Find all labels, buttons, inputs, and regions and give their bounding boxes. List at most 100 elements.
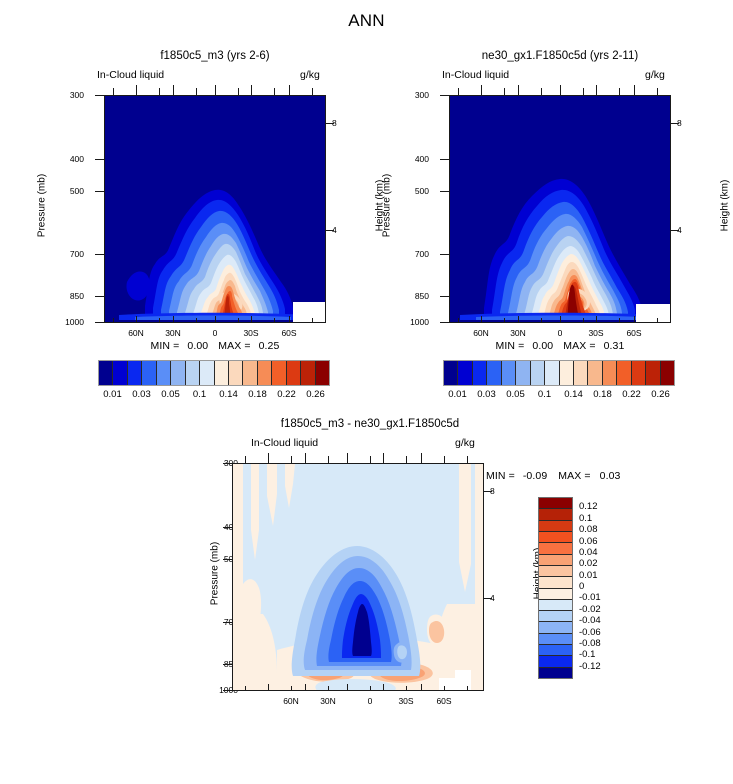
- colorbar-cell-1: [113, 361, 128, 385]
- diff-colorbar-tick-label-14: -0.12: [579, 660, 601, 672]
- xtick-mark-top: [596, 85, 598, 95]
- colorbar-labels-difference: 0.12 0.1 0.08 0.06 0.04 0.02 0.01 0 -0.01 -0.02 -0…: [573, 497, 633, 679]
- colorbar-tick-label-5: 0.18: [593, 389, 612, 400]
- colorbar-cell-12: [272, 361, 287, 385]
- panel-ylabel-obs: Pressure (mb): [381, 173, 393, 238]
- min-label-model: MIN =: [150, 340, 180, 352]
- colorbar-cell-7: [545, 361, 560, 385]
- colorbar-cell-2: [472, 361, 488, 385]
- xtick-mark-top: [444, 456, 446, 463]
- max-label-model: MAX =: [218, 340, 251, 352]
- ytick-mark: [440, 322, 449, 324]
- ytick-mark: [223, 463, 232, 465]
- xtick-mark: [113, 318, 115, 323]
- colorbar-cell-6: [530, 361, 546, 385]
- y2tick-model-0: 8: [332, 118, 337, 128]
- ytick-mark: [95, 191, 104, 193]
- min-label-obs: MIN =: [495, 340, 525, 352]
- min-label-difference: MIN =: [486, 470, 515, 482]
- xtick-mark: [159, 318, 161, 323]
- diff-colorbar-tick-label-12: -0.08: [579, 637, 601, 649]
- xtick-mark: [173, 316, 175, 323]
- xtick-mark: [619, 318, 621, 323]
- xtick-mark-top: [370, 456, 372, 463]
- xtick-mark-top: [159, 88, 161, 95]
- y2tick-model-1: 4: [332, 225, 337, 235]
- xtick-mark-top: [657, 88, 659, 95]
- xtick-model-1: 30N: [165, 328, 181, 338]
- y2tick-mark: [671, 123, 679, 125]
- y2tick-difference-0: 8: [490, 486, 495, 496]
- ytick-obs-4: 850: [414, 291, 429, 301]
- xtick-mark-top: [268, 453, 270, 463]
- xtick-mark: [305, 684, 307, 691]
- diff-colorbar-cell-15: [539, 667, 572, 678]
- xtick-mark-top: [312, 88, 314, 95]
- colorbar-cell-5: [171, 361, 186, 385]
- diff-colorbar-tick-label-4: 0.04: [579, 546, 598, 558]
- xtick-mark: [383, 684, 385, 691]
- ytick-mark: [223, 690, 232, 692]
- ytick-model-5: 1000: [65, 317, 84, 327]
- ytick-mark: [95, 159, 104, 161]
- ytick-obs-2: 500: [414, 186, 429, 196]
- diff-colorbar-cell-10: [539, 611, 572, 623]
- xtick-mark: [196, 318, 198, 323]
- colorbar-cell-9: [228, 361, 244, 385]
- colorbar-cell-15: [315, 361, 329, 385]
- diff-colorbar-cell-7: [539, 577, 572, 589]
- ytick-mark: [223, 559, 232, 561]
- xtick-mark: [406, 686, 408, 691]
- diff-colorbar-cell-3: [539, 531, 572, 544]
- xtick-mark: [481, 316, 483, 323]
- panel-title-model: f1850c5_m3 (yrs 2-6): [160, 50, 270, 62]
- y2tick-difference-1: 4: [490, 593, 495, 603]
- xtick-mark: [215, 316, 217, 323]
- min-value-difference: -0.09: [522, 470, 548, 482]
- ytick-mark: [440, 95, 449, 97]
- ytick-mark: [95, 254, 104, 256]
- diff-colorbar-cell-8: [539, 588, 572, 600]
- panel-ylabel-model: Pressure (mb): [36, 173, 48, 238]
- y2tick-obs-0: 8: [677, 118, 682, 128]
- colorbar-cell-8: [559, 361, 574, 385]
- colorbar-cell-14: [301, 361, 316, 385]
- ytick-model-1: 400: [69, 154, 84, 164]
- diff-colorbar-cell-9: [539, 599, 572, 612]
- xtick-mark-top: [481, 85, 483, 95]
- colorbar-cell-0: [99, 361, 114, 385]
- xtick-mark-top: [251, 85, 253, 95]
- colorbar-cell-8: [214, 361, 229, 385]
- xtick-mark: [136, 316, 138, 323]
- colorbar-tick-label-2: 0.05: [506, 389, 525, 400]
- y2tick-mark: [484, 598, 492, 600]
- diff-colorbar-tick-label-7: 0: [579, 581, 585, 592]
- xtick-mark: [312, 318, 314, 323]
- xtick-mark-top: [347, 453, 349, 463]
- diff-colorbar-tick-label-9: -0.02: [579, 603, 601, 615]
- contour-field-difference: [233, 464, 483, 690]
- colorbar-cell-7: [200, 361, 215, 385]
- colorbar-cell-5: [516, 361, 531, 385]
- xtick-difference-4: 60S: [436, 696, 452, 706]
- y2tick-mark: [326, 230, 334, 232]
- xtick-mark: [504, 318, 506, 323]
- colorbar-cell-15: [660, 361, 674, 385]
- diff-colorbar-cell-12: [539, 633, 572, 646]
- xtick-mark-top: [458, 88, 460, 95]
- contour-field-obs: [450, 96, 670, 322]
- diff-colorbar-tick-label-3: 0.06: [579, 535, 598, 547]
- xtick-mark: [458, 318, 460, 323]
- minmax-difference: MIN = -0.09 MAX = 0.03: [486, 470, 696, 482]
- ytick-mark: [440, 296, 449, 298]
- max-value-obs: 0.31: [603, 340, 625, 352]
- ytick-mark: [440, 254, 449, 256]
- xtick-mark-top: [238, 88, 240, 95]
- xtick-mark: [421, 684, 423, 691]
- plot-area-obs: [449, 95, 671, 323]
- minmax-model: MIN = 0.00 MAX = 0.25: [104, 340, 326, 352]
- xtick-obs-4: 60S: [626, 328, 642, 338]
- colorbar-cell-0: [444, 361, 459, 385]
- xtick-mark: [289, 316, 291, 323]
- panel-header-left-difference: In-Cloud liquid: [251, 437, 319, 449]
